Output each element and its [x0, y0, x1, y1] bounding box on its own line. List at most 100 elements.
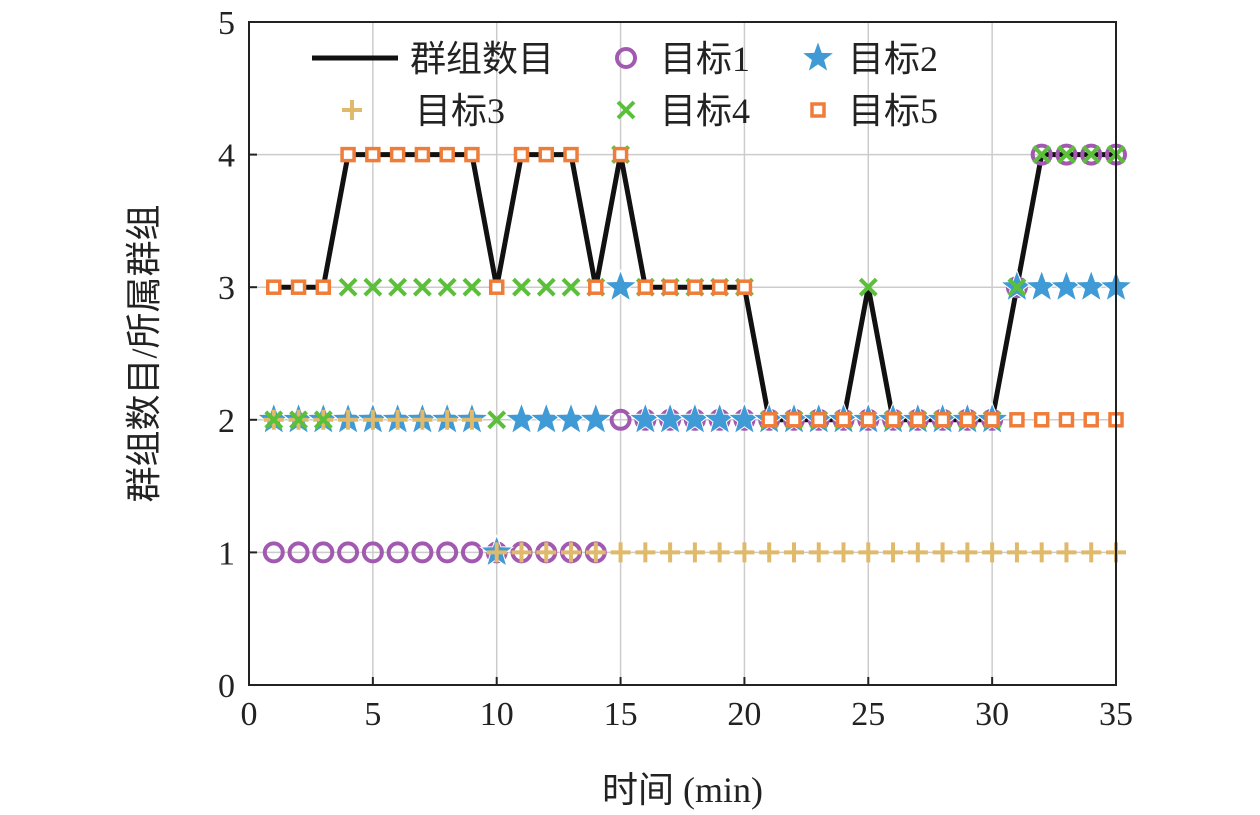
y-axis-label: 群组数目/所属群组 — [124, 204, 164, 502]
data-point — [386, 541, 409, 564]
x-tick-label: 5 — [364, 696, 381, 733]
x-tick-label: 35 — [1099, 696, 1133, 733]
data-point — [1080, 143, 1103, 166]
data-point — [437, 277, 457, 297]
data-point — [786, 412, 802, 428]
data-point — [984, 412, 1000, 428]
data-point — [588, 279, 604, 295]
data-point — [462, 277, 482, 297]
data-point — [563, 146, 579, 163]
legend-swatch — [615, 47, 637, 69]
data-point — [858, 277, 878, 297]
data-point — [338, 409, 359, 430]
data-point — [736, 279, 753, 295]
data-point — [411, 541, 434, 564]
data-point — [528, 401, 564, 435]
series-目标3 — [263, 409, 1126, 563]
data-point — [464, 146, 480, 163]
data-point — [883, 542, 904, 563]
data-point — [982, 542, 1003, 563]
data-point — [734, 542, 755, 563]
data-point — [1009, 412, 1025, 428]
data-point — [340, 146, 356, 163]
data-point — [439, 146, 455, 163]
data-point — [412, 409, 433, 430]
data-point — [512, 277, 531, 297]
data-point — [362, 409, 383, 430]
data-point — [1056, 542, 1077, 563]
data-point — [1055, 143, 1078, 166]
data-point — [361, 541, 384, 564]
legend-swatch — [810, 102, 826, 118]
data-point — [761, 412, 777, 428]
y-tick-label: 0 — [218, 668, 235, 705]
data-point — [1031, 542, 1052, 563]
y-tick-label: 5 — [218, 5, 235, 42]
data-point — [387, 409, 408, 430]
data-point — [810, 412, 827, 428]
data-point — [561, 277, 581, 297]
legend-label: 目标3 — [415, 91, 505, 131]
data-point — [313, 410, 333, 430]
data-point — [290, 279, 307, 295]
data-point — [437, 409, 458, 430]
data-point — [436, 541, 459, 564]
data-point — [959, 412, 976, 428]
data-point — [287, 541, 310, 564]
data-point — [461, 409, 482, 430]
data-point — [808, 542, 829, 563]
data-point — [460, 541, 483, 564]
legend-entry: 目标1 — [615, 39, 750, 79]
legend-label: 群组数目 — [410, 39, 554, 79]
data-point — [585, 542, 606, 563]
data-point — [759, 542, 780, 563]
legend-entry: 群组数目 — [312, 39, 554, 79]
data-point — [315, 279, 332, 295]
data-point — [637, 279, 654, 295]
data-point — [612, 146, 629, 163]
legend: 群组数目 目标1 目标2 目标3 目标4 目标5 — [312, 39, 938, 131]
data-point — [1048, 268, 1085, 303]
data-point — [266, 279, 282, 295]
data-point — [687, 279, 703, 295]
data-point — [487, 410, 507, 430]
data-point — [610, 542, 631, 563]
data-point — [1032, 145, 1052, 165]
data-point — [365, 146, 381, 163]
data-point — [503, 401, 540, 435]
data-point — [511, 542, 532, 563]
data-point — [709, 542, 730, 563]
data-point — [907, 542, 928, 563]
y-tick-label: 1 — [218, 535, 235, 572]
data-point — [337, 541, 360, 564]
data-point — [932, 542, 953, 563]
data-point — [289, 410, 308, 430]
data-point — [553, 401, 589, 435]
x-axis-label: 时间 (min) — [602, 770, 763, 810]
data-point — [538, 146, 555, 163]
series-目标1 — [262, 143, 1127, 564]
ticks: 0 5 10 15 20 25 30 35 0 1 2 3 4 5 — [218, 5, 1133, 733]
data-point — [312, 541, 335, 564]
legend-label: 目标2 — [848, 39, 938, 79]
x-tick-label: 0 — [241, 696, 258, 733]
data-point — [536, 542, 557, 563]
legend-entry: 目标4 — [616, 91, 750, 131]
data-point — [1081, 542, 1102, 563]
data-point — [1006, 542, 1027, 563]
data-point — [910, 412, 926, 428]
series-layer — [256, 143, 1134, 568]
data-point — [1083, 412, 1099, 428]
x-tick-label: 10 — [480, 696, 514, 733]
data-point — [262, 541, 285, 564]
data-point — [412, 277, 432, 297]
data-point — [1033, 412, 1050, 428]
data-point — [957, 542, 978, 563]
legend-swatch — [800, 39, 836, 73]
legend-label: 目标5 — [848, 91, 938, 131]
data-point — [1073, 268, 1109, 303]
data-point — [388, 277, 408, 297]
data-point — [389, 146, 406, 163]
legend-entry: 目标3 — [342, 91, 505, 131]
x-tick-label: 30 — [975, 696, 1009, 733]
